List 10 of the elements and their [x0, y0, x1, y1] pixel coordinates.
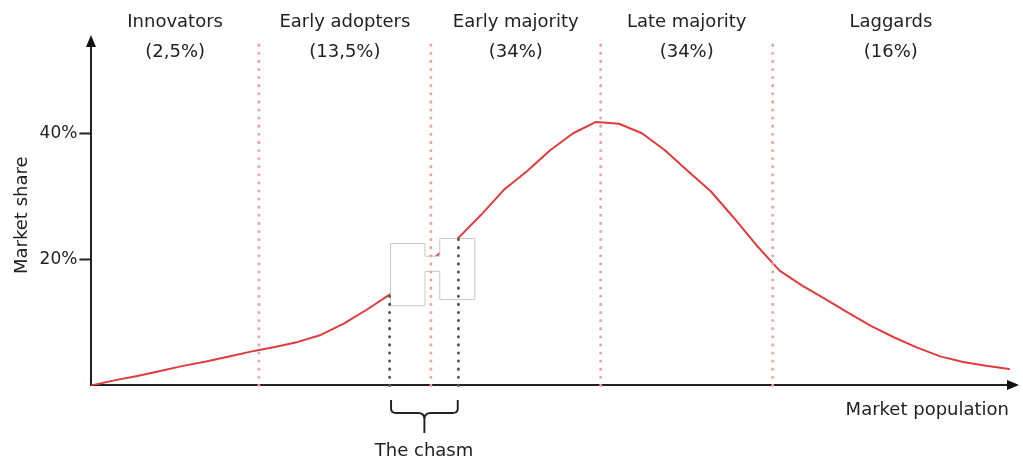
annotation: Laggards (16%) — [849, 9, 933, 61]
text: The chasm — [373, 439, 474, 461]
annotation: Early majority (34%) — [452, 9, 580, 61]
x-axis-title: Market population — [845, 397, 1009, 419]
y-tick-label: 40% — [39, 121, 78, 142]
annotation: Early adopters (13,5%) — [279, 9, 411, 61]
y-axis-title: Market share — [10, 156, 32, 274]
annotation: Late majority (34%) — [626, 9, 747, 61]
annotation: Innovators (2,5%) — [127, 9, 223, 61]
y-tick-label: 20% — [39, 247, 78, 268]
